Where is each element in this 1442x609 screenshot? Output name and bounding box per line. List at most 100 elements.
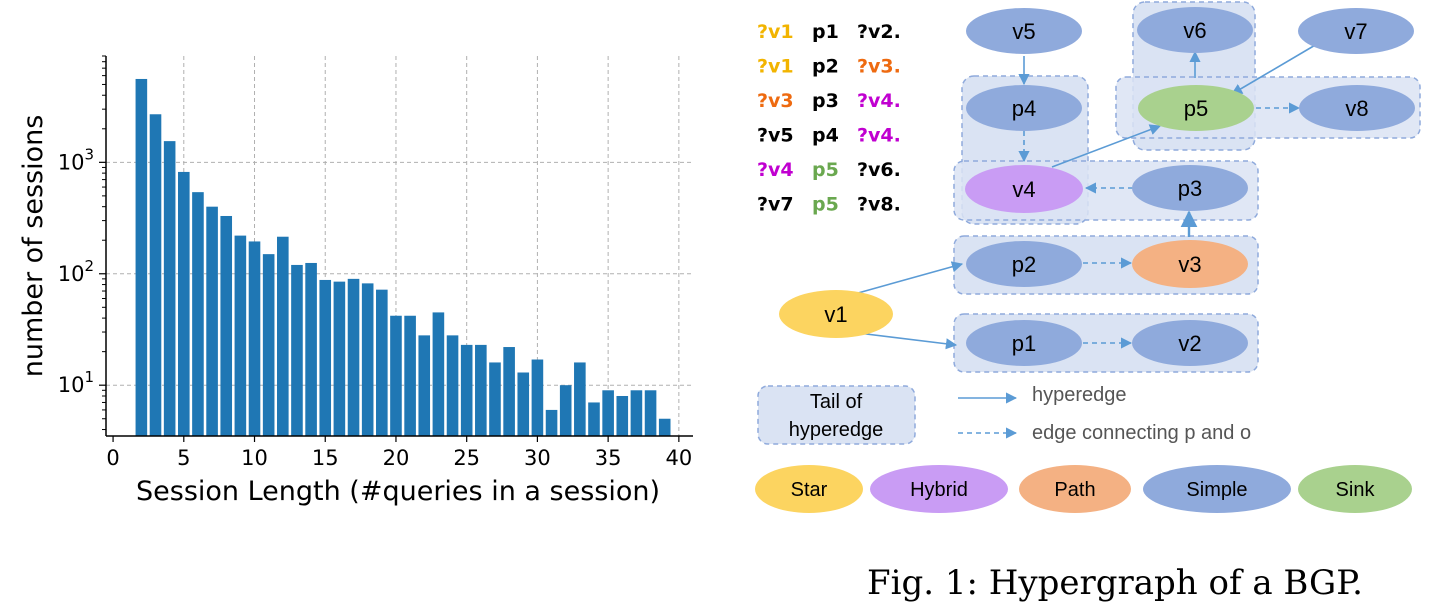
node-p2: p2 bbox=[966, 241, 1082, 287]
bar bbox=[658, 418, 671, 436]
axes bbox=[105, 56, 693, 437]
node-v1: v1 bbox=[779, 290, 893, 338]
node-v3: v3 bbox=[1132, 240, 1248, 288]
node-p5: p5 bbox=[1138, 85, 1254, 131]
x-tick-label: 5 bbox=[177, 446, 190, 470]
bar bbox=[333, 281, 346, 436]
triple-term: p4 bbox=[812, 125, 839, 147]
bar bbox=[149, 114, 162, 437]
bar bbox=[616, 395, 629, 436]
node-v5: v5 bbox=[966, 8, 1082, 54]
y-tick-label: 101 bbox=[58, 368, 94, 397]
po-edges bbox=[1018, 102, 1301, 349]
figure-caption: Fig. 1: Hypergraph of a BGP. bbox=[867, 563, 1363, 603]
grid-lines bbox=[106, 56, 693, 436]
bar bbox=[531, 359, 544, 436]
bgp-triples: ?v1 p1 ?v2. ?v1 p2 ?v3. ?v3 p3 ?v4. ?v5 p4 ?v4. ?v4 p… bbox=[757, 21, 901, 216]
legend-po-label: edge connecting p and o bbox=[1032, 422, 1251, 444]
bars bbox=[135, 78, 671, 437]
type-hybrid-label: Hybrid bbox=[910, 479, 968, 501]
type-simple: Simple bbox=[1143, 465, 1291, 513]
x-tick-label: 20 bbox=[383, 446, 410, 470]
triple-term: ?v4 bbox=[757, 159, 794, 181]
bar bbox=[404, 315, 416, 436]
bar bbox=[517, 372, 530, 436]
node-v4: v4 bbox=[965, 165, 1083, 213]
node-v4-label: v4 bbox=[1012, 177, 1035, 202]
triple-term: p5 bbox=[812, 159, 839, 181]
bar bbox=[220, 215, 233, 436]
bar bbox=[574, 362, 586, 436]
x-tick-label: 40 bbox=[665, 446, 692, 470]
bar bbox=[489, 362, 501, 436]
node-v2-label: v2 bbox=[1178, 331, 1201, 356]
triple-term: ?v1 bbox=[757, 21, 794, 43]
node-p1: p1 bbox=[966, 320, 1082, 366]
bar bbox=[630, 390, 643, 436]
bar bbox=[432, 312, 445, 436]
triple-term: p2 bbox=[812, 56, 839, 78]
bar bbox=[305, 262, 317, 436]
node-v8: v8 bbox=[1299, 85, 1415, 131]
x-tick-label: 0 bbox=[106, 446, 119, 470]
legend-hyperedge-label: hyperedge bbox=[1032, 384, 1127, 406]
triple-term: ?v3 bbox=[757, 90, 794, 112]
bar bbox=[376, 289, 388, 436]
bar bbox=[234, 235, 247, 436]
bar bbox=[602, 390, 614, 436]
bar bbox=[418, 335, 431, 436]
edge-v4-p5 bbox=[1051, 124, 1162, 168]
bar bbox=[163, 141, 176, 436]
triple-term: ?v3. bbox=[857, 56, 901, 78]
type-hybrid: Hybrid bbox=[870, 465, 1008, 513]
edge-v1-p1 bbox=[857, 332, 958, 350]
y-tick-label: 103 bbox=[58, 145, 94, 174]
node-v6: v6 bbox=[1137, 7, 1253, 53]
bar bbox=[291, 264, 303, 436]
legend-tail-box bbox=[757, 385, 916, 445]
type-star: Star bbox=[755, 465, 863, 513]
bar bbox=[545, 409, 558, 436]
triple-term: ?v4. bbox=[857, 125, 901, 147]
triple-term: ?v6. bbox=[857, 159, 901, 181]
triple-term: p1 bbox=[812, 21, 839, 43]
bar bbox=[644, 390, 657, 436]
edge-legend: Tail of hyperedge hyperedge edge connect… bbox=[757, 384, 1251, 445]
node-p5-label: p5 bbox=[1184, 96, 1208, 121]
triple-term: ?v4. bbox=[857, 90, 901, 112]
type-sink: Sink bbox=[1298, 465, 1412, 513]
triple-term: p5 bbox=[812, 194, 839, 216]
session-length-histogram: 0 5 10 15 20 25 30 35 40 101 102 103 Session Length… bbox=[18, 55, 693, 507]
x-tick-label: 15 bbox=[312, 446, 339, 470]
legend-tail-line1: Tail of bbox=[810, 391, 863, 413]
bar bbox=[460, 344, 473, 436]
node-v1-label: v1 bbox=[824, 302, 847, 327]
y-axis-label: number of sessions bbox=[18, 115, 49, 378]
triple-term: p3 bbox=[812, 90, 839, 112]
bar bbox=[248, 241, 261, 436]
type-path-label: Path bbox=[1054, 479, 1095, 501]
x-tick-label: 25 bbox=[453, 446, 480, 470]
ticks: 0 5 10 15 20 25 30 35 40 101 102 103 bbox=[58, 55, 692, 470]
hypergraph-diagram: ?v1 p1 ?v2. ?v1 p2 ?v3. ?v3 p3 ?v4. ?v5 p4 ?v4. ?v4 p… bbox=[755, 1, 1421, 513]
edge-v7-p5 bbox=[1231, 43, 1318, 95]
x-tick-label: 30 bbox=[524, 446, 551, 470]
bar bbox=[192, 192, 204, 436]
bar bbox=[446, 335, 459, 436]
node-v3-label: v3 bbox=[1178, 252, 1201, 277]
bar bbox=[361, 283, 374, 436]
triple-term: ?v7 bbox=[757, 194, 794, 216]
triple-term: ?v2. bbox=[857, 21, 901, 43]
bar bbox=[177, 171, 190, 436]
triple-term: ?v1 bbox=[757, 56, 794, 78]
bar bbox=[475, 344, 487, 436]
x-tick-label: 35 bbox=[595, 446, 622, 470]
y-tick-label: 102 bbox=[58, 257, 94, 286]
bar bbox=[277, 236, 289, 436]
type-star-label: Star bbox=[791, 479, 828, 501]
type-simple-label: Simple bbox=[1186, 479, 1247, 501]
node-type-legend: Star Hybrid Path Simple Sink bbox=[755, 465, 1412, 513]
triple-term: ?v8. bbox=[857, 194, 901, 216]
